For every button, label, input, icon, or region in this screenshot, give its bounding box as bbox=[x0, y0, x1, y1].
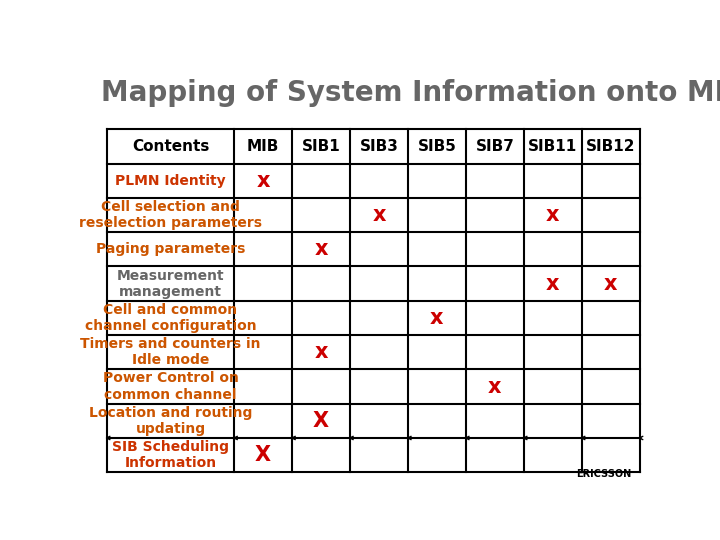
Text: Location and routing
updating: Location and routing updating bbox=[89, 406, 252, 436]
Text: SIB3: SIB3 bbox=[359, 139, 398, 154]
Text: Mapping of System Information onto MIB and SIBs: Mapping of System Information onto MIB a… bbox=[101, 79, 720, 107]
Text: SIB7: SIB7 bbox=[475, 139, 514, 154]
Text: ERICSSON: ERICSSON bbox=[576, 469, 631, 480]
Text: x: x bbox=[546, 274, 559, 294]
Text: Measurement
management: Measurement management bbox=[117, 268, 224, 299]
Text: x: x bbox=[546, 205, 559, 225]
Text: x: x bbox=[372, 205, 386, 225]
Text: X: X bbox=[255, 445, 271, 465]
Text: x: x bbox=[488, 376, 502, 396]
Text: X: X bbox=[313, 411, 329, 431]
Text: Contents: Contents bbox=[132, 139, 209, 154]
Text: SIB12: SIB12 bbox=[586, 139, 636, 154]
Text: MIB: MIB bbox=[247, 139, 279, 154]
Text: Power Control on
common channel: Power Control on common channel bbox=[102, 372, 238, 402]
Text: SIB5: SIB5 bbox=[418, 139, 456, 154]
Text: x: x bbox=[430, 308, 444, 328]
Text: Cell and common
channel configuration: Cell and common channel configuration bbox=[85, 303, 256, 333]
Text: x: x bbox=[604, 274, 618, 294]
Text: SIB11: SIB11 bbox=[528, 139, 577, 154]
Text: Paging parameters: Paging parameters bbox=[96, 242, 245, 256]
Text: PLMN Identity: PLMN Identity bbox=[115, 174, 226, 188]
Text: x: x bbox=[315, 239, 328, 259]
Text: x: x bbox=[256, 171, 270, 191]
Text: Timers and counters in
Idle mode: Timers and counters in Idle mode bbox=[80, 337, 261, 367]
Text: Cell selection and
reselection parameters: Cell selection and reselection parameter… bbox=[79, 200, 262, 230]
Text: SIB Scheduling
Information: SIB Scheduling Information bbox=[112, 440, 229, 470]
Text: SIB1: SIB1 bbox=[302, 139, 341, 154]
Text: x: x bbox=[315, 342, 328, 362]
